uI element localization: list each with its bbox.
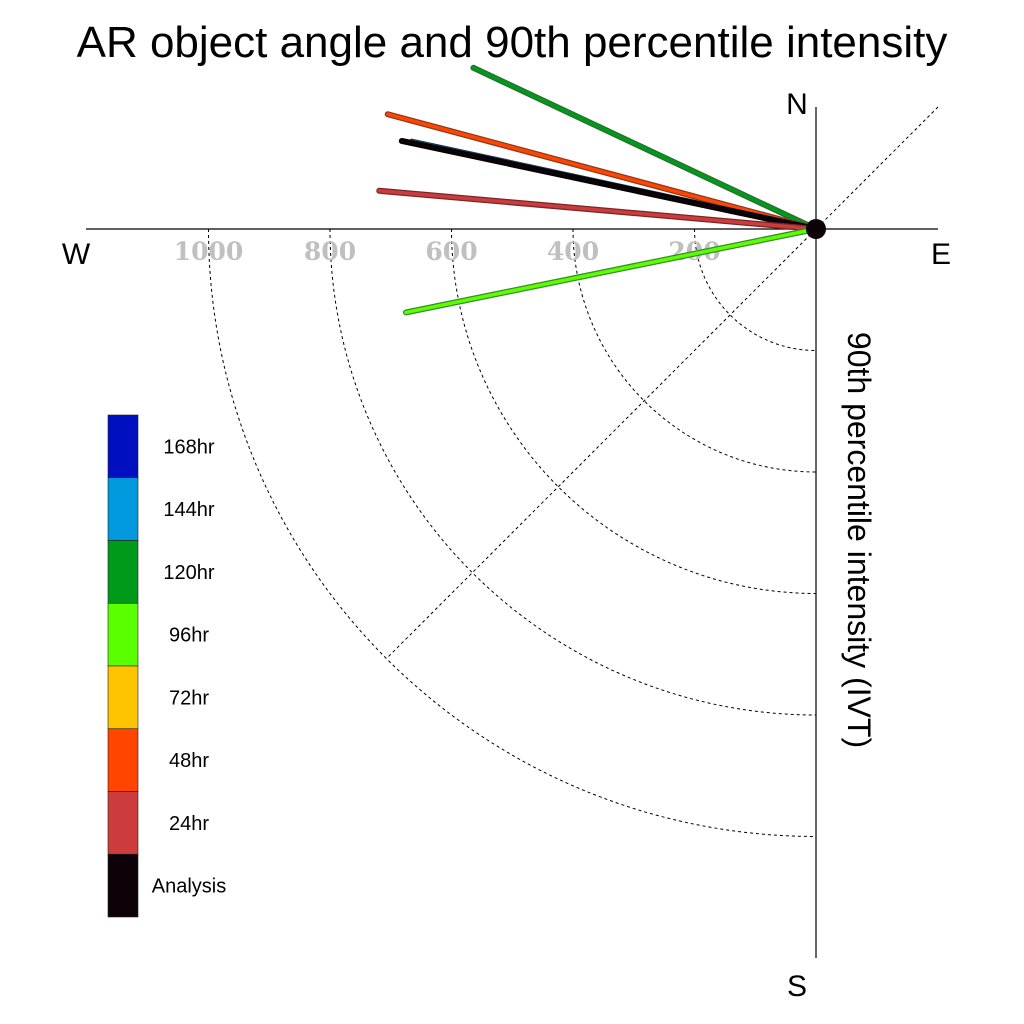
legend-label: 144hr	[163, 499, 214, 521]
legend-label: 168hr	[163, 436, 214, 458]
radial-tick-label: 400	[547, 237, 599, 266]
grid-arc-600	[451, 228, 817, 594]
legend-swatch-analysis	[107, 853, 139, 918]
compass-east: E	[931, 238, 951, 271]
ray-48hr	[384, 111, 819, 232]
radial-tick-label: 800	[304, 237, 356, 266]
compass-west: W	[62, 238, 91, 271]
legend-label: 72hr	[169, 687, 209, 709]
ray-analysis	[398, 137, 819, 232]
legend-label: 48hr	[169, 750, 209, 772]
ray-120hr	[470, 64, 819, 232]
legend-label: 120hr	[163, 562, 214, 584]
grid-arc-800	[329, 228, 817, 716]
legend-swatch-72hr	[107, 665, 139, 730]
legend-swatch-168hr	[107, 414, 139, 479]
radial-tick-labels: 2004006008001000	[174, 237, 721, 266]
legend-label: Analysis	[152, 876, 226, 898]
ray-96hr	[402, 226, 819, 316]
grid-arc-1000	[208, 228, 817, 837]
compass-north: N	[786, 88, 808, 121]
legend-label: 96hr	[169, 625, 209, 647]
legend-swatch-120hr	[107, 540, 139, 604]
series-rays	[376, 64, 819, 316]
legend-swatch-24hr	[107, 791, 139, 855]
legend-swatch-144hr	[107, 477, 139, 541]
radial-tick-label: 1000	[174, 237, 244, 266]
diagonal-guide	[387, 106, 939, 658]
radial-tick-label: 600	[425, 237, 477, 266]
legend: 168hr 144hr 120hr 96hr 72hr 48hr 24hr Analysis	[107, 414, 226, 918]
y-axis-label: 90th percentile intensity (IVT)	[841, 332, 877, 748]
legend-swatch-48hr	[107, 728, 139, 792]
ray-24hr	[376, 187, 819, 232]
legend-label: 24hr	[169, 813, 209, 835]
grid-arc-400	[572, 228, 817, 473]
legend-swatch-96hr	[107, 602, 139, 667]
chart-title: AR object angle and 90th percentile inte…	[77, 18, 948, 67]
compass-south: S	[787, 970, 807, 1003]
origin-marker	[806, 219, 826, 239]
